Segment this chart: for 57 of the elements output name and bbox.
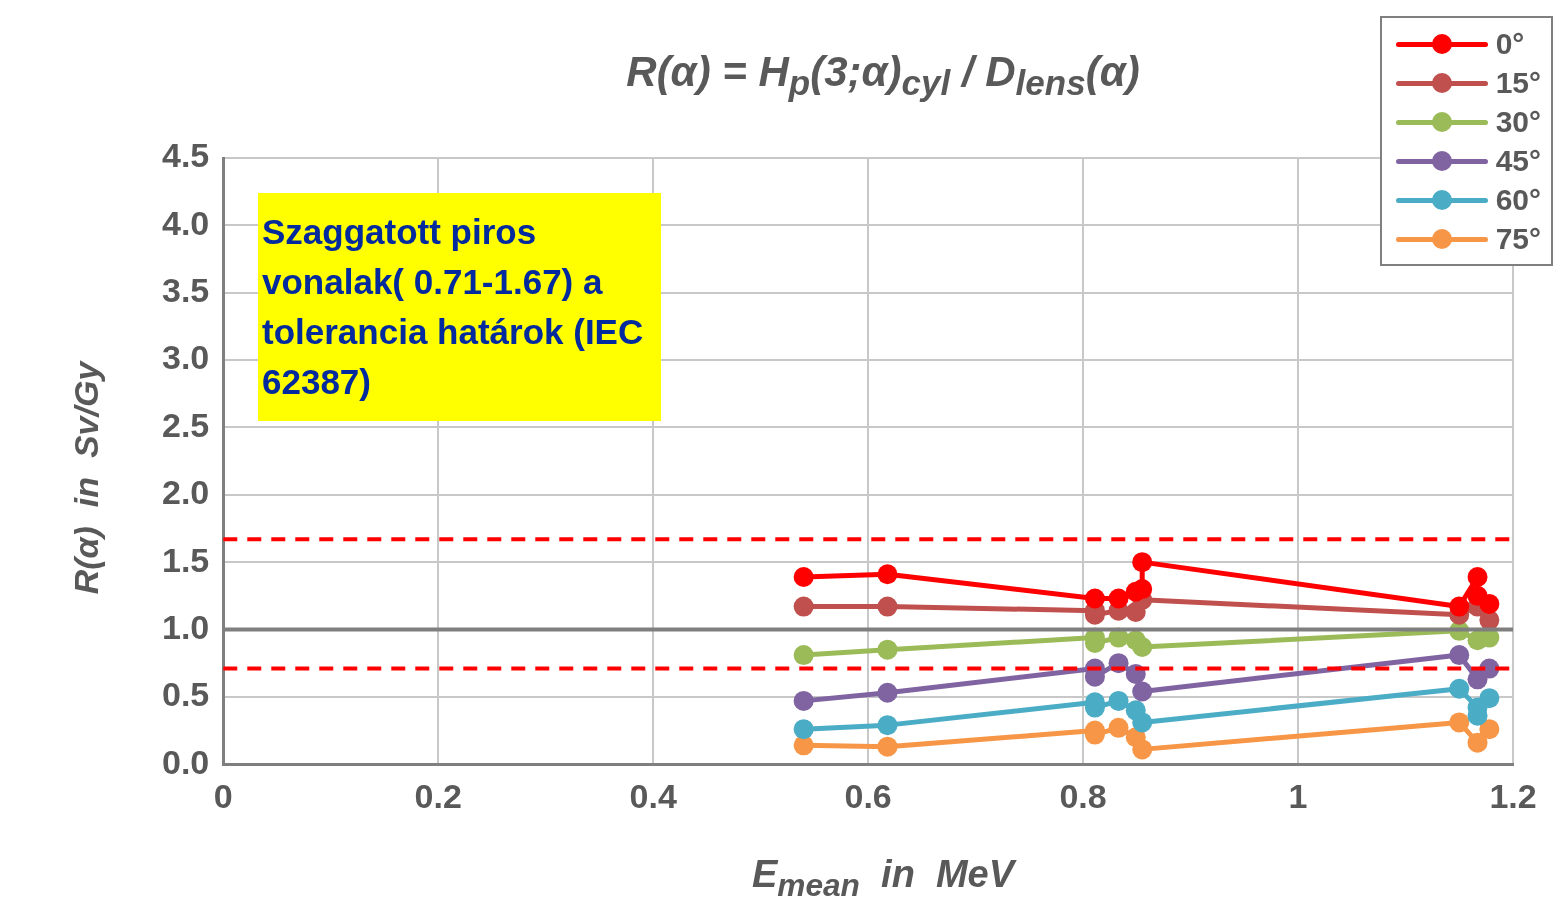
point: [877, 596, 898, 617]
y-tick-label: 2.5: [162, 405, 210, 444]
annotation: Szaggatott piros vonalak( 0.71-1.67) a tolerancia határok (IEC 62387): [258, 193, 661, 421]
point: [877, 715, 898, 736]
x-tick-label: 0.2: [414, 776, 462, 815]
point: [1467, 566, 1488, 587]
point: [1132, 712, 1153, 733]
point: [1479, 719, 1500, 740]
point: [1132, 552, 1153, 573]
y-tick-label: 3.5: [162, 271, 210, 310]
point: [1449, 678, 1470, 699]
point: [793, 645, 814, 666]
x-tick-label: 1: [1288, 776, 1308, 815]
point: [793, 566, 814, 587]
point: [1467, 732, 1488, 753]
point: [793, 690, 814, 711]
y-axis-title: R(α) in Sv/Gy: [66, 361, 106, 595]
point: [1449, 712, 1470, 733]
y-tick-label: 0.0: [162, 742, 210, 781]
legend-label: 0°: [1495, 26, 1525, 61]
point: [877, 736, 898, 757]
y-tick-label: 2.0: [162, 473, 210, 512]
legend-label: 45°: [1495, 143, 1541, 178]
point: [1132, 739, 1153, 760]
legend-label: 60°: [1495, 182, 1541, 217]
legend-label: 30°: [1495, 104, 1541, 139]
x-axis-title: E$_{mean}$ in MeV: [750, 853, 1018, 904]
point: [793, 596, 814, 617]
x-tick-label: 0: [213, 776, 233, 815]
x-tick-label: 0.8: [1059, 776, 1107, 815]
x-tick-label: 0.6: [844, 776, 892, 815]
x-tick-label: 0.4: [629, 776, 677, 815]
y-tick-label: 1.0: [162, 607, 210, 646]
point: [1084, 588, 1105, 609]
y-tick-label: 1.5: [162, 540, 210, 579]
legend-label: 75°: [1495, 221, 1541, 256]
point: [1449, 645, 1470, 666]
y-tick-label: 3.0: [162, 338, 210, 377]
x-tick-label: 1.2: [1489, 776, 1537, 815]
y-tick-label: 4.0: [162, 203, 210, 242]
point: [1108, 717, 1129, 738]
point: [877, 564, 898, 585]
y-tick-label: 4.5: [162, 136, 210, 175]
point: [1108, 690, 1129, 711]
chart-title: R(α) = H$_{p}$(3;α)$_{cyl}$ / D$_{lens}$(α): [626, 48, 1140, 103]
point: [877, 639, 898, 660]
point: [1108, 588, 1129, 609]
point: [1479, 593, 1500, 614]
point: [1132, 579, 1153, 600]
point: [1449, 596, 1470, 617]
point: [877, 682, 898, 703]
point: [793, 719, 814, 740]
point: [1479, 688, 1500, 709]
legend-label: 15°: [1495, 65, 1541, 100]
point: [1132, 637, 1153, 657]
point: [1132, 681, 1153, 702]
y-tick-label: 0.5: [162, 675, 210, 714]
